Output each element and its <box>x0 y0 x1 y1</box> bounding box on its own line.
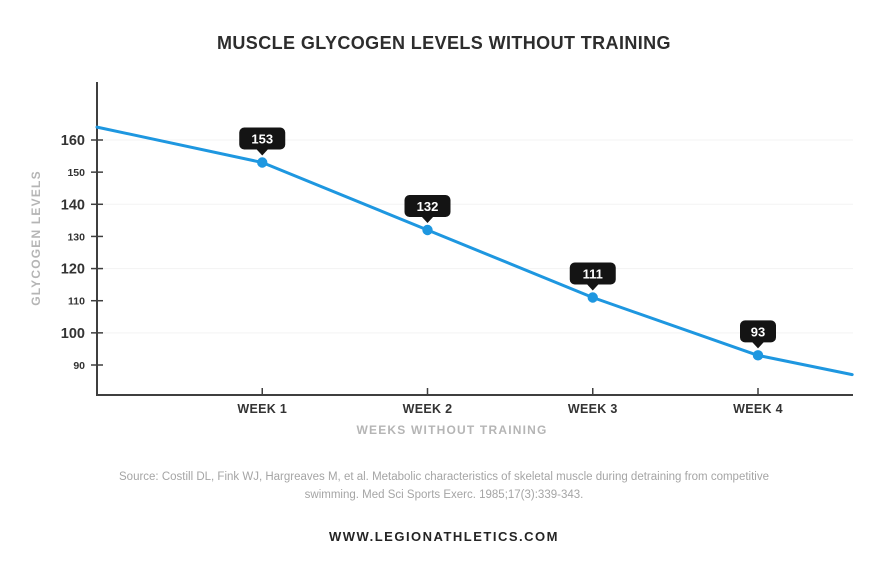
badge-pointer <box>752 341 764 349</box>
data-label-text: 111 <box>583 267 603 282</box>
x-tick-label: WEEK 2 <box>403 402 453 416</box>
data-label-text: 93 <box>751 324 765 339</box>
data-label-badge <box>569 262 616 285</box>
website-url: WWW.LEGIONATHLETICS.COM <box>329 529 559 544</box>
badge-pointer <box>586 284 599 291</box>
data-group: 160 150 140 130 120 110 100 90 WEEK 1 WEEK 2 WEEK … <box>61 125 854 416</box>
y-axis-title: GLYCOGEN LEVELS <box>29 170 43 306</box>
badge-pointer <box>256 149 269 156</box>
data-point <box>257 157 268 168</box>
y-tick-label: 160 <box>61 133 85 149</box>
y-tick-label: 110 <box>68 296 85 308</box>
data-label-text: 132 <box>417 199 439 214</box>
source-citation: Source: Costill DL, Fink WJ, Hargreaves … <box>119 471 769 501</box>
y-tick-label: 140 <box>61 197 85 213</box>
trend-line <box>95 125 854 377</box>
data-label-text: 153 <box>251 132 273 147</box>
y-tick-label: 150 <box>67 167 85 179</box>
line-chart: GLYCOGEN LEVELS WEEKS WITHOUT TRAINING 1… <box>29 82 854 437</box>
x-tick-label: WEEK 3 <box>568 402 618 416</box>
data-label-badge <box>239 127 286 150</box>
data-point <box>587 292 598 303</box>
y-tick-label: 130 <box>67 231 85 243</box>
badge-pointer <box>421 216 434 224</box>
gridlines-group <box>98 139 853 334</box>
data-point <box>752 350 764 361</box>
y-tick-label: 100 <box>61 326 85 342</box>
chart-title: MUSCLE GLYCOGEN LEVELS WITHOUT TRAINING <box>217 33 671 53</box>
x-tick-label: WEEK 4 <box>733 402 783 416</box>
data-label-badge <box>740 320 776 343</box>
y-tick-label: 120 <box>61 262 85 278</box>
x-axis-title: WEEKS WITHOUT TRAINING <box>356 423 547 437</box>
y-tick-label: 90 <box>73 360 85 372</box>
data-point <box>422 224 433 236</box>
x-tick-label: WEEK 1 <box>237 402 287 416</box>
data-label-badge <box>404 195 451 218</box>
